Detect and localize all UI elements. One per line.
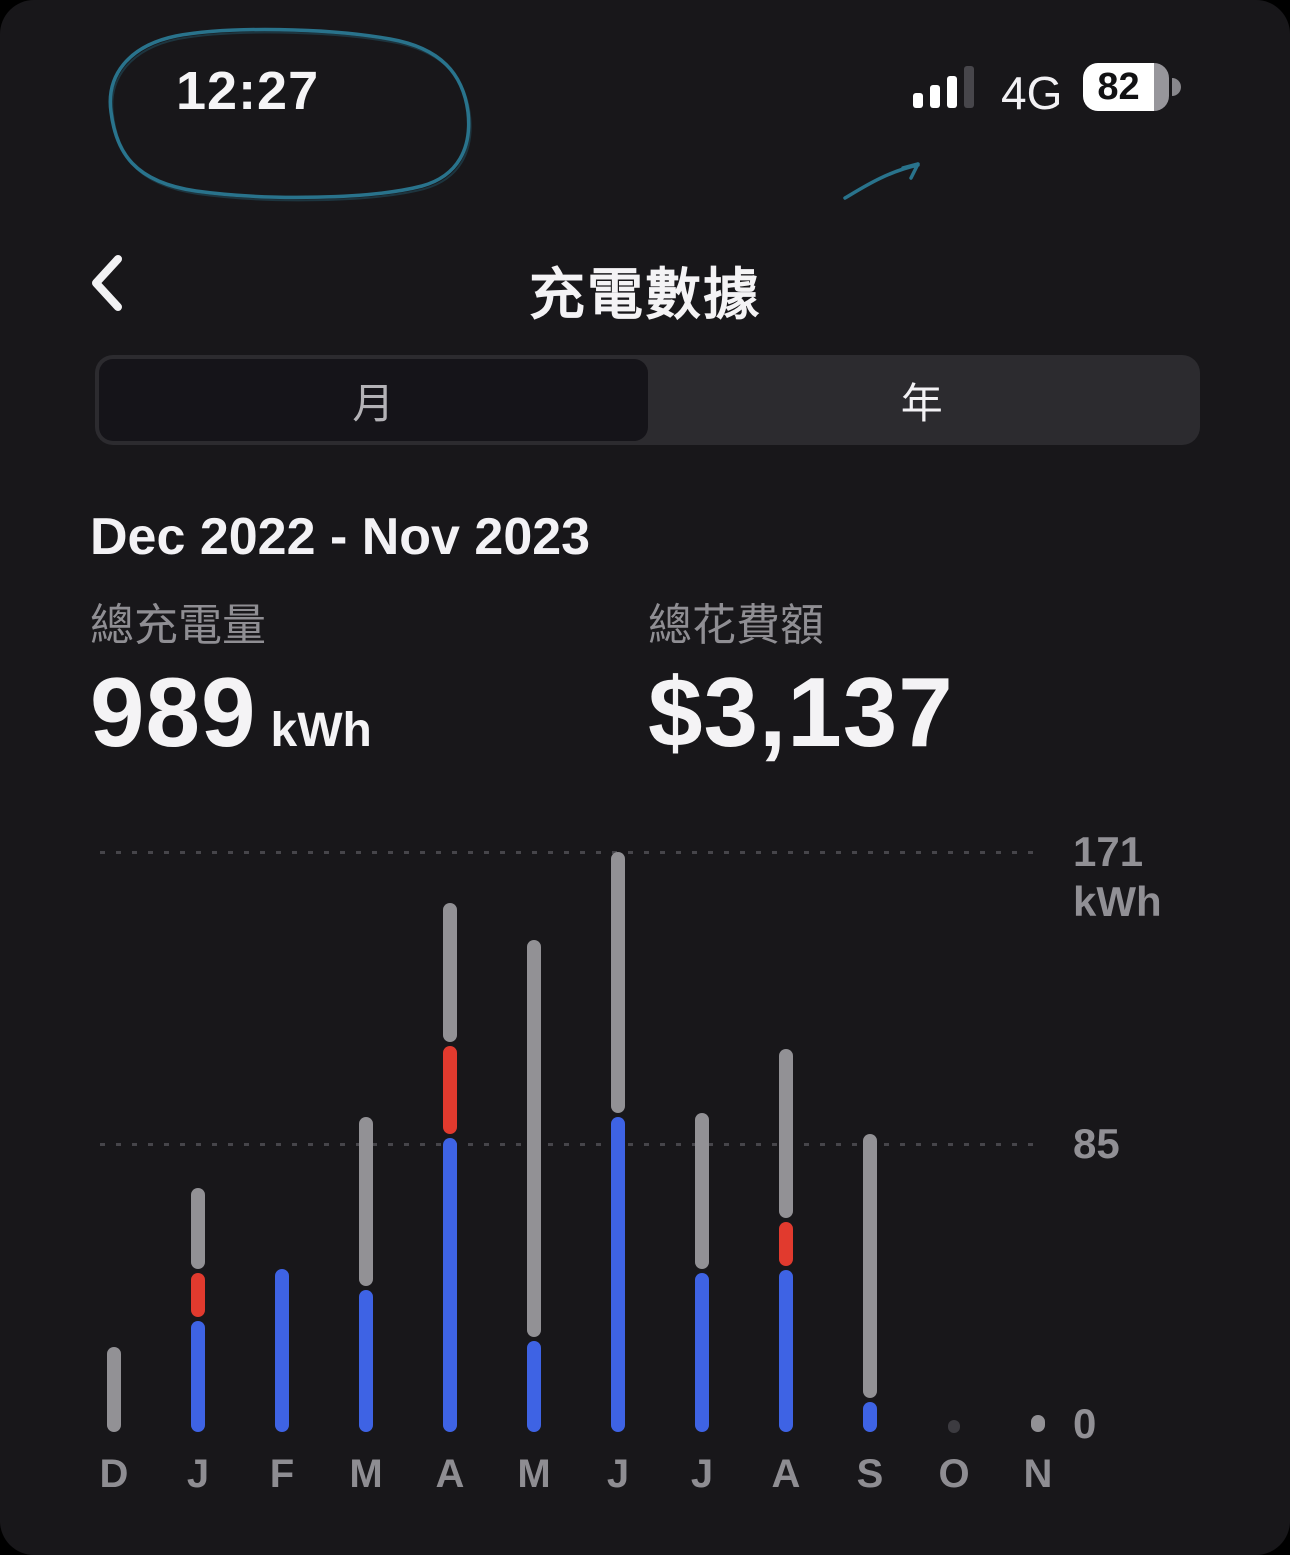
x-axis-label-1: J [186, 1452, 210, 1496]
signal-bar-3 [947, 76, 957, 108]
bar-J-supercharging [191, 1273, 205, 1317]
bar-F-home-charging [275, 1269, 289, 1432]
chevron-left-icon [92, 255, 122, 311]
bar-D-other-charging [107, 1347, 121, 1432]
bar-J-home-charging [191, 1320, 205, 1432]
x-axis-label-2: F [269, 1452, 295, 1496]
back-button[interactable] [88, 254, 128, 312]
bar-N-other-charging [1031, 1415, 1045, 1432]
date-range-label: Dec 2022 - Nov 2023 [90, 508, 591, 566]
x-axis-label-6: J [606, 1452, 630, 1496]
bar-J-home-charging [611, 1117, 625, 1432]
bar-J-other-charging [611, 852, 625, 1114]
y-axis-max-label: 171 kWh [1073, 828, 1162, 925]
x-axis-label-0: D [99, 1452, 129, 1496]
x-axis-label-11: N [1023, 1452, 1053, 1496]
page-title: 充電數據 [529, 263, 761, 326]
x-axis-label-10: O [938, 1452, 970, 1496]
bar-A-home-charging [779, 1269, 793, 1432]
bar-A-home-charging [443, 1137, 457, 1432]
bar-M-home-charging [359, 1290, 373, 1432]
bar-A-other-charging [443, 902, 457, 1042]
bar-M-other-charging [359, 1116, 373, 1287]
bar-S-other-charging [863, 1133, 877, 1399]
y-axis-mid-label: 85 [1073, 1119, 1120, 1167]
bar-J-other-charging [695, 1113, 709, 1270]
period-toggle: 月 年 [95, 355, 1200, 445]
x-axis-label-3: M [349, 1452, 383, 1496]
signal-bar-2 [930, 85, 940, 108]
bar-J-home-charging [695, 1273, 709, 1432]
x-axis-label-4: A [435, 1452, 465, 1496]
total-charge-label: 總充電量 [90, 601, 266, 650]
battery-icon: 82 [1083, 63, 1169, 111]
cellular-signal-icon [913, 66, 983, 108]
x-axis-label-8: A [771, 1452, 801, 1496]
signal-bar-1 [913, 93, 923, 108]
bar-A-supercharging [779, 1222, 793, 1266]
bar-A-other-charging [779, 1048, 793, 1219]
zero-value-dot-O [948, 1420, 960, 1433]
bar-S-home-charging [863, 1402, 877, 1432]
bar-M-other-charging [527, 940, 541, 1337]
gridline-171 [100, 851, 1042, 854]
total-charge-value: 989 [90, 657, 257, 767]
y-axis-zero-label: 0 [1073, 1400, 1097, 1447]
x-axis-label-9: S [856, 1452, 884, 1496]
network-type-label: 4G [1001, 67, 1063, 119]
total-charge-stat: 總充電量 989 kWh [90, 598, 372, 762]
total-cost-stat: 總花費額 $3,137 [648, 598, 954, 762]
total-cost-label: 總花費額 [648, 601, 824, 650]
total-charge-unit: kWh [270, 704, 372, 757]
bar-M-home-charging [527, 1341, 541, 1432]
battery-percent-label: 82 [1083, 63, 1154, 111]
bar-A-supercharging [443, 1045, 457, 1134]
bar-J-other-charging [191, 1187, 205, 1270]
toggle-year-segment[interactable]: 年 [900, 379, 943, 427]
x-axis-label-5: M [517, 1452, 551, 1496]
total-cost-value: $3,137 [648, 657, 954, 767]
battery-tip [1172, 78, 1181, 96]
gridline-85 [100, 1142, 1042, 1146]
x-axis-label-7: J [690, 1452, 714, 1496]
signal-bar-4-empty [964, 66, 974, 108]
toggle-month-segment[interactable]: 月 [99, 359, 648, 441]
